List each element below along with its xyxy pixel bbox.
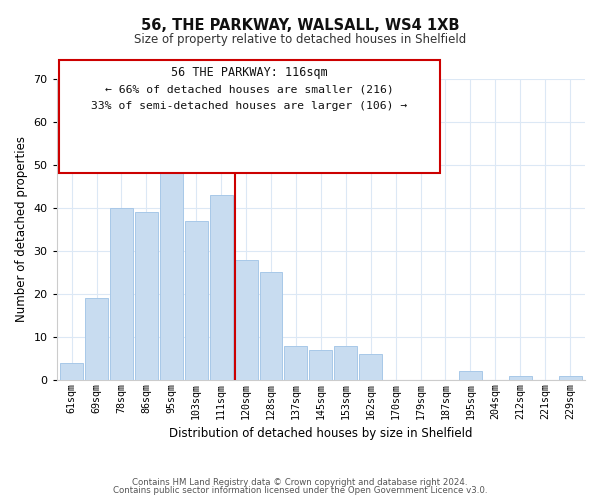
Bar (160, 144, 183, 380)
Text: 56 THE PARKWAY: 116sqm: 56 THE PARKWAY: 116sqm (171, 66, 328, 79)
Bar (185, 221, 208, 380)
Text: 56, THE PARKWAY, WALSALL, WS4 1XB: 56, THE PARKWAY, WALSALL, WS4 1XB (141, 18, 459, 32)
Bar (509, 376, 532, 380)
Text: 33% of semi-detached houses are larger (106) →: 33% of semi-detached houses are larger (… (91, 101, 407, 111)
Text: Contains public sector information licensed under the Open Government Licence v3: Contains public sector information licen… (113, 486, 487, 495)
Bar (459, 372, 482, 380)
Text: Size of property relative to detached houses in Shelfield: Size of property relative to detached ho… (134, 32, 466, 46)
Bar (359, 354, 382, 380)
Bar (110, 208, 133, 380)
Bar (334, 346, 357, 380)
Bar (284, 346, 307, 380)
X-axis label: Distribution of detached houses by size in Shelfield: Distribution of detached houses by size … (169, 427, 473, 440)
Bar (210, 195, 233, 380)
Bar (310, 350, 332, 380)
Text: Contains HM Land Registry data © Crown copyright and database right 2024.: Contains HM Land Registry data © Crown c… (132, 478, 468, 487)
Text: ← 66% of detached houses are smaller (216): ← 66% of detached houses are smaller (21… (105, 84, 394, 94)
Bar (135, 212, 158, 380)
Bar (85, 298, 108, 380)
Bar (235, 260, 257, 380)
Bar (559, 376, 581, 380)
Bar (260, 272, 283, 380)
Bar (60, 362, 83, 380)
Y-axis label: Number of detached properties: Number of detached properties (15, 136, 28, 322)
